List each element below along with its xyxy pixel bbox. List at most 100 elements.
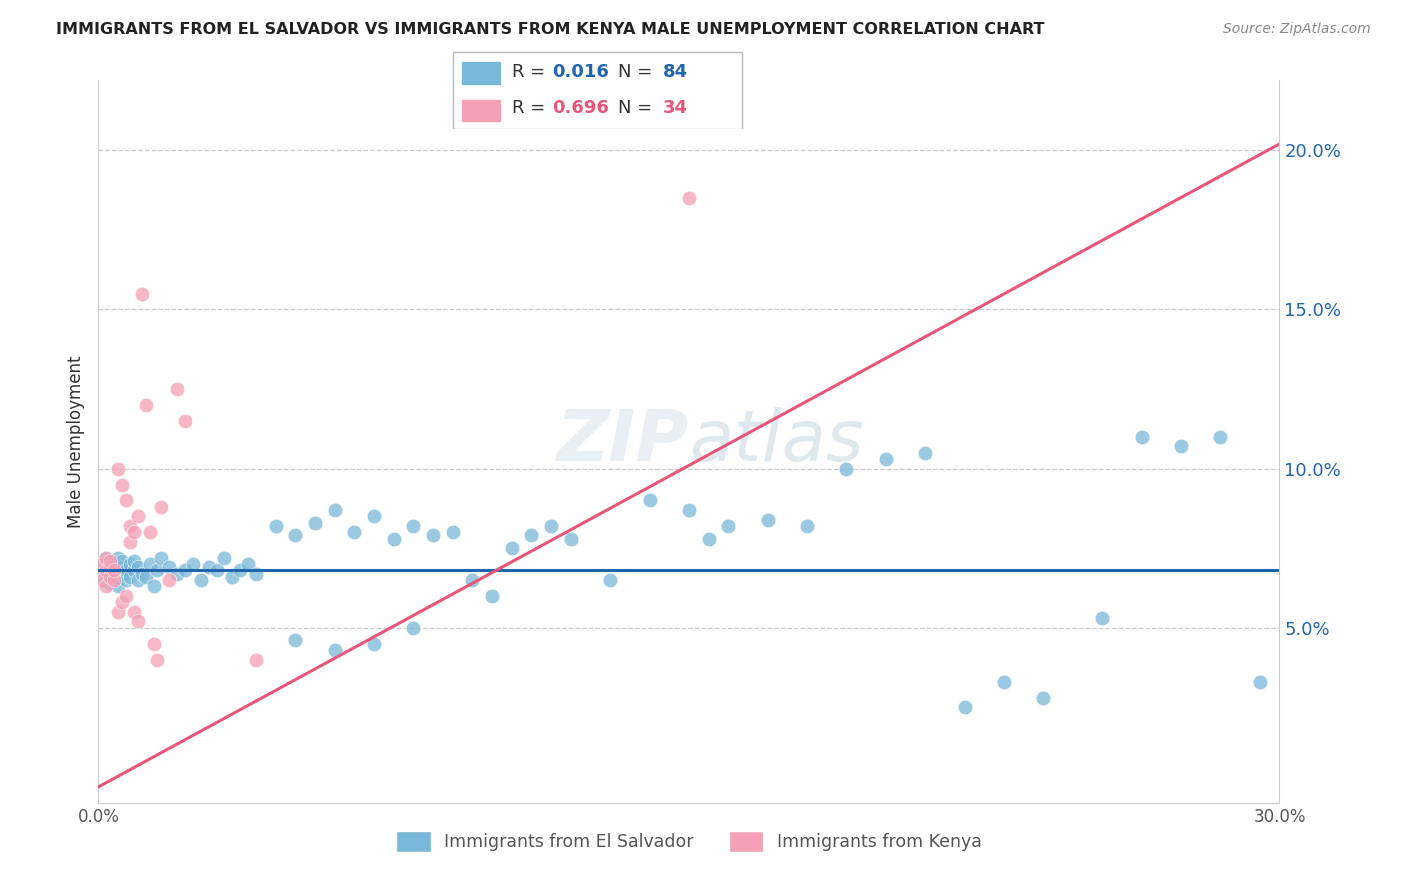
Point [697,532,720,546]
Point [560,532,582,546]
Point [174,414,197,428]
Point [205,564,228,578]
Point [107,550,129,565]
Point [96,557,118,571]
Point [717,519,740,533]
Point [953,700,976,714]
Point [150,500,173,514]
Point [1209,430,1232,444]
Point [343,525,366,540]
Point [91,564,114,578]
Point [142,637,165,651]
FancyBboxPatch shape [453,52,742,128]
Point [402,621,425,635]
Point [875,452,897,467]
Point [796,519,818,533]
Point [638,493,661,508]
Y-axis label: Male Unemployment: Male Unemployment [66,355,84,528]
Point [131,566,153,581]
Point [91,564,114,578]
Point [107,605,129,619]
Point [540,519,562,533]
Point [236,557,259,571]
Point [111,595,134,609]
Point [96,550,118,565]
Point [835,461,858,475]
Point [157,560,180,574]
Text: atlas: atlas [689,407,863,476]
Text: Source: ZipAtlas.com: Source: ZipAtlas.com [1223,22,1371,37]
Point [150,550,173,565]
Point [91,573,114,587]
Point [103,573,125,587]
Point [98,564,121,578]
Point [402,519,425,533]
Point [1170,439,1192,453]
Text: ZIP: ZIP [557,407,689,476]
Point [111,477,134,491]
Point [98,570,121,584]
Point [520,528,543,542]
Text: 84: 84 [662,63,688,81]
Point [166,382,188,396]
Bar [461,100,501,121]
Point [98,554,121,568]
Point [103,564,125,578]
Point [122,554,145,568]
Point [229,564,252,578]
Point [118,519,141,533]
Point [103,566,125,581]
Point [142,579,165,593]
Point [138,525,160,540]
Point [107,461,129,475]
Point [135,570,157,584]
Point [678,503,700,517]
Point [96,579,118,593]
Point [103,557,125,571]
Bar [461,62,501,84]
Text: 0.696: 0.696 [551,99,609,117]
Point [115,589,138,603]
Point [264,519,287,533]
Point [107,579,129,593]
Point [756,512,779,526]
Point [1249,674,1271,689]
Point [127,560,149,574]
Text: N =: N = [619,99,658,117]
Point [197,560,219,574]
Point [122,605,145,619]
Point [96,564,118,578]
Point [118,570,141,584]
Point [181,557,204,571]
Point [91,557,114,571]
Point [1032,690,1054,705]
Point [96,550,118,565]
Point [599,573,621,587]
Point [98,560,121,574]
Text: 34: 34 [662,99,688,117]
Point [96,564,118,578]
Point [127,573,149,587]
Point [323,503,346,517]
Point [103,573,125,587]
Point [214,550,236,565]
Text: IMMIGRANTS FROM EL SALVADOR VS IMMIGRANTS FROM KENYA MALE UNEMPLOYMENT CORRELATI: IMMIGRANTS FROM EL SALVADOR VS IMMIGRANT… [56,22,1045,37]
Point [115,564,138,578]
Point [138,557,160,571]
Point [1130,430,1153,444]
Text: N =: N = [619,63,658,81]
Point [221,570,243,584]
Point [678,191,700,205]
Point [993,674,1015,689]
Point [190,573,212,587]
Point [127,615,149,629]
Point [461,573,484,587]
Point [501,541,523,556]
Text: 0.016: 0.016 [551,63,609,81]
Point [135,398,157,412]
Point [284,528,307,542]
Point [914,445,936,459]
Point [111,554,134,568]
Point [166,566,188,581]
Point [98,560,121,574]
